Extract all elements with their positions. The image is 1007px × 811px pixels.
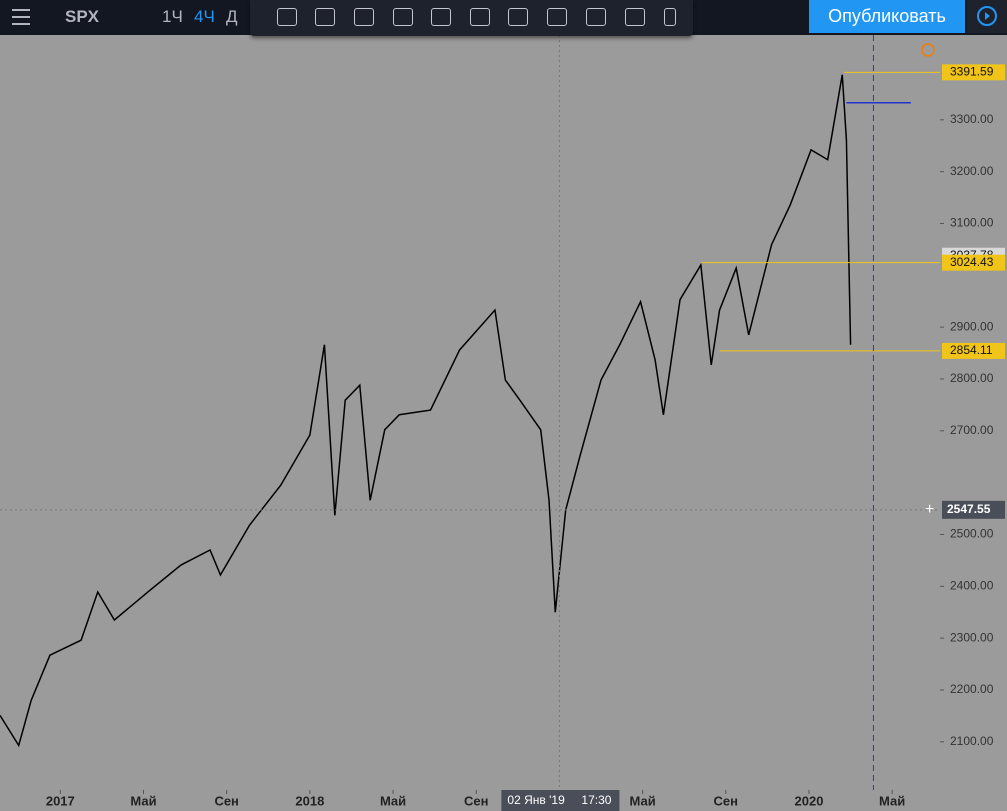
y-tick-label: 2100.00 (950, 734, 994, 748)
crosshair-price: 2547.55 (947, 502, 991, 516)
tool[interactable] (354, 8, 374, 26)
tool[interactable] (393, 8, 413, 26)
price-tag (942, 254, 1005, 271)
x-tick-label: 2017 (46, 793, 75, 808)
x-tick-label: Май (630, 793, 656, 808)
y-tick-label: 2400.00 (950, 578, 994, 592)
tool[interactable] (664, 8, 676, 26)
y-tick-label: 2300.00 (950, 630, 994, 644)
tool[interactable] (315, 8, 335, 26)
interval[interactable]: 1Ч (162, 7, 183, 26)
x-tick-label: Май (879, 793, 905, 808)
x-tick-label: Май (130, 793, 156, 808)
x-tick-label: Сен (464, 793, 488, 808)
interval[interactable]: 4Ч (194, 7, 215, 26)
y-tick-label: 3300.00 (950, 112, 994, 126)
price-tag-label: 3024.43 (950, 255, 994, 269)
tool[interactable] (277, 8, 297, 26)
y-tick-label: 3100.00 (950, 216, 994, 230)
y-tick-label: 2700.00 (950, 423, 994, 437)
tool[interactable] (508, 8, 528, 26)
crosshair-plus: + (925, 501, 934, 518)
menu-icon[interactable] (0, 0, 30, 35)
y-tick-label: 2500.00 (950, 527, 994, 541)
x-tick-label: Сен (214, 793, 238, 808)
drawing-toolbar (250, 0, 693, 36)
price-tag-label: 2854.11 (950, 343, 993, 357)
y-tick-label: 2900.00 (950, 319, 994, 333)
x-tick-label: 2018 (295, 793, 324, 808)
crosshair-price-box (942, 500, 1005, 519)
y-tick-label: 2200.00 (950, 682, 994, 696)
crosshair-date-box (501, 790, 620, 811)
tool[interactable] (470, 8, 490, 26)
x-tick-label: Сен (714, 793, 738, 808)
x-tick-label: 2020 (795, 793, 824, 808)
interval[interactable]: Д (226, 7, 238, 26)
y-tick-label: 2800.00 (950, 371, 994, 385)
price-tag (942, 342, 1005, 359)
tool[interactable] (625, 8, 645, 26)
alert-icon[interactable] (918, 40, 938, 60)
tool[interactable] (547, 8, 567, 26)
play-icon (977, 6, 997, 26)
crosshair-date: 02 Янв '19 (507, 793, 565, 807)
play-button[interactable] (967, 0, 1007, 33)
publish-button[interactable]: Опубликовать (809, 0, 965, 33)
tool[interactable] (431, 8, 451, 26)
price-line (0, 74, 852, 748)
tool[interactable] (586, 8, 606, 26)
x-tick-label: Май (380, 793, 406, 808)
y-tick-label: 3200.00 (950, 164, 994, 178)
symbol[interactable]: SPX (65, 7, 100, 26)
price-tag (942, 64, 1005, 81)
crosshair-time: 17:30 (581, 793, 611, 807)
price-tag-label: 3391.59 (950, 65, 994, 79)
top-bar: SPX 1Ч 4Ч Д Опубликовать (0, 0, 1007, 36)
